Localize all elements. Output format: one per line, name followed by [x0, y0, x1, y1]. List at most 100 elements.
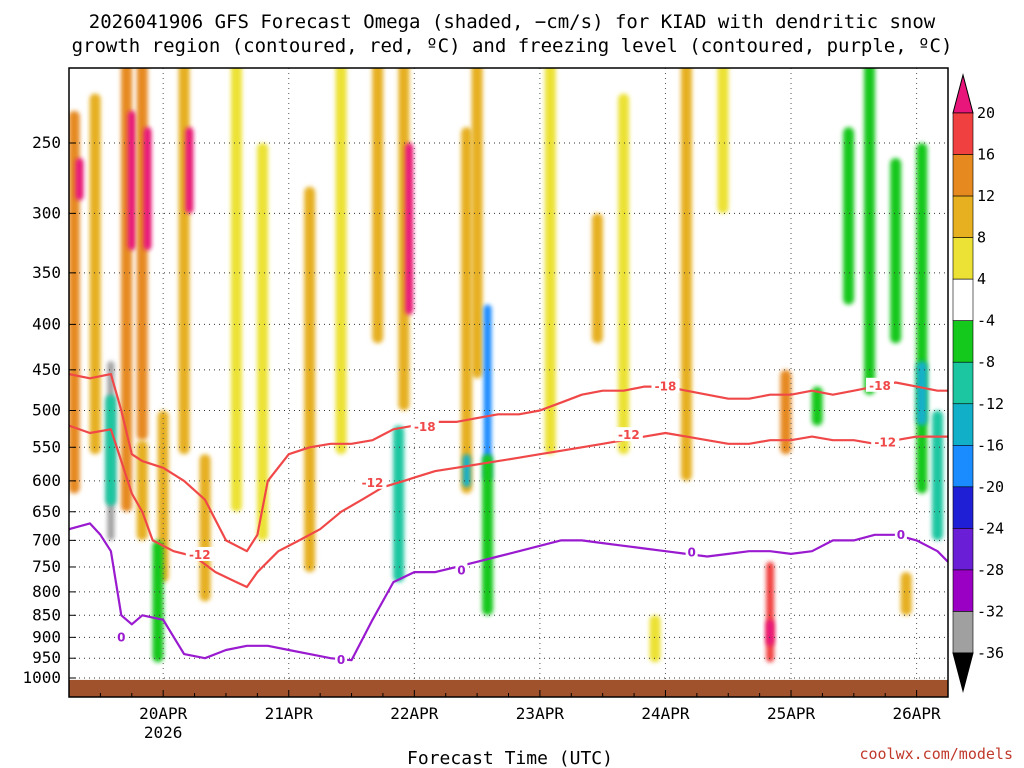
omega-feature	[482, 454, 494, 616]
colorbar-swatch	[952, 611, 974, 654]
contour-label: -12	[874, 435, 896, 449]
colorbar-swatch	[952, 112, 974, 155]
y-tick-label: 700	[32, 530, 61, 549]
omega-feature	[916, 143, 928, 494]
omega-feature	[900, 572, 912, 616]
colorbar-swatch	[952, 528, 974, 571]
omega-feature	[591, 213, 603, 344]
omega-feature	[230, 68, 242, 512]
plot-background	[69, 68, 948, 697]
y-tick-label: 600	[32, 471, 61, 490]
colorbar-arrow-bottom	[952, 652, 974, 693]
omega-feature	[811, 386, 823, 426]
contour-label: 0	[457, 564, 465, 578]
contour-label-bg	[865, 377, 894, 392]
contour-label: -18	[655, 380, 677, 394]
omega-feature	[89, 93, 101, 455]
omega-feature	[890, 158, 902, 344]
y-tick-label: 250	[32, 133, 61, 152]
omega-feature	[843, 127, 855, 305]
colorbar-swatch	[952, 403, 974, 446]
omega-feature	[178, 68, 190, 455]
colorbar-label: -28	[977, 561, 1004, 579]
colorbar-label: -4	[977, 312, 995, 330]
omega-feature	[471, 68, 483, 379]
colorbar-swatch	[952, 445, 974, 488]
omega-feature	[157, 410, 169, 583]
x-tick-label: 21APR	[265, 704, 314, 723]
y-axis: 250 300 350 400 450 500 550 600 650 700 750 800 850 9…	[22, 133, 76, 687]
contour-label: -12	[362, 476, 384, 490]
contour-label-bg	[894, 526, 907, 541]
y-tick-label: 350	[32, 263, 61, 282]
y-tick-label: 300	[32, 203, 61, 222]
omega-feature	[393, 425, 405, 583]
omega-feature	[143, 127, 152, 251]
contour-labels: -18 -18 -18 -12 -12 -12 -12 0 0 0 0 0	[115, 377, 907, 667]
omega-feature	[69, 110, 80, 494]
contour-label-bg	[115, 629, 128, 644]
contour-label-bg	[410, 419, 439, 434]
colorbar: 20 16 12 8 4 -4 -8 -12 -16 -20 -24 -28 -32 -36	[952, 73, 1004, 693]
contour-label-bg	[614, 427, 643, 442]
colorbar-arrow-top	[952, 73, 974, 114]
colorbar-swatch	[952, 361, 974, 405]
contour-label-bg	[651, 378, 680, 393]
contour-label-bg	[455, 562, 468, 577]
y-tick-label: 900	[32, 627, 61, 646]
contour-label: -12	[618, 428, 640, 442]
contour-label-bg	[871, 434, 900, 449]
omega-feature	[75, 158, 84, 201]
omega-feature	[483, 304, 492, 481]
contour-label-bg	[185, 546, 214, 561]
colorbar-label: -24	[977, 519, 1004, 537]
x-tick-label: 24APR	[641, 704, 690, 723]
colorbar-label: -12	[977, 395, 1004, 413]
colorbar-label: 20	[977, 104, 995, 122]
x-tick-sublabel: 2026	[144, 723, 183, 742]
title-line-1: 2026041906 GFS Forecast Omega (shaded, −…	[89, 11, 936, 33]
omega-feature	[372, 68, 384, 344]
contour-label: 0	[117, 630, 125, 644]
colorbar-swatch	[952, 154, 974, 197]
omega-feature	[462, 454, 471, 488]
omega-feature	[766, 561, 775, 663]
omega-feature	[932, 410, 944, 541]
x-tick-label: 23APR	[516, 704, 565, 723]
chart-title: 2026041906 GFS Forecast Omega (shaded, −…	[72, 11, 953, 57]
contour-label: 0	[897, 528, 905, 542]
contour-line	[69, 522, 948, 662]
omega-feature	[649, 615, 661, 663]
colorbar-label: -16	[977, 436, 1004, 454]
y-tick-label: 450	[32, 360, 61, 379]
omega-feature	[680, 68, 692, 481]
y-tick-label: 650	[32, 502, 61, 521]
contour-label-bg	[685, 544, 698, 559]
contour-label-bg	[335, 652, 348, 667]
colorbar-swatch	[952, 237, 974, 280]
colorbar-label: 16	[977, 146, 995, 164]
omega-feature	[199, 454, 211, 602]
contour-label-bg	[358, 474, 387, 489]
omega-feature	[304, 186, 316, 573]
colorbar-label: -32	[977, 602, 1004, 620]
colorbar-swatch	[952, 569, 974, 612]
y-tick-label: 750	[32, 557, 61, 576]
omega-feature	[766, 619, 775, 646]
omega-feature	[405, 143, 414, 315]
omega-feature	[127, 110, 136, 251]
contour-line	[69, 373, 948, 553]
y-tick-label: 800	[32, 582, 61, 601]
omega-feature	[335, 68, 347, 455]
colorbar-label: 8	[977, 229, 986, 247]
colorbar-swatch	[952, 278, 974, 321]
credit-link[interactable]: coolwx.com/models	[859, 745, 1013, 763]
y-tick-label: 550	[32, 437, 61, 456]
title-line-2: growth region (contoured, red, ºC) and f…	[72, 35, 953, 57]
colorbar-swatch	[952, 320, 974, 363]
x-tick-label: 25APR	[767, 704, 816, 723]
y-tick-label: 950	[32, 648, 61, 667]
contour-label: -18	[869, 379, 891, 393]
omega-feature	[136, 440, 148, 541]
omega-feature	[544, 68, 556, 455]
